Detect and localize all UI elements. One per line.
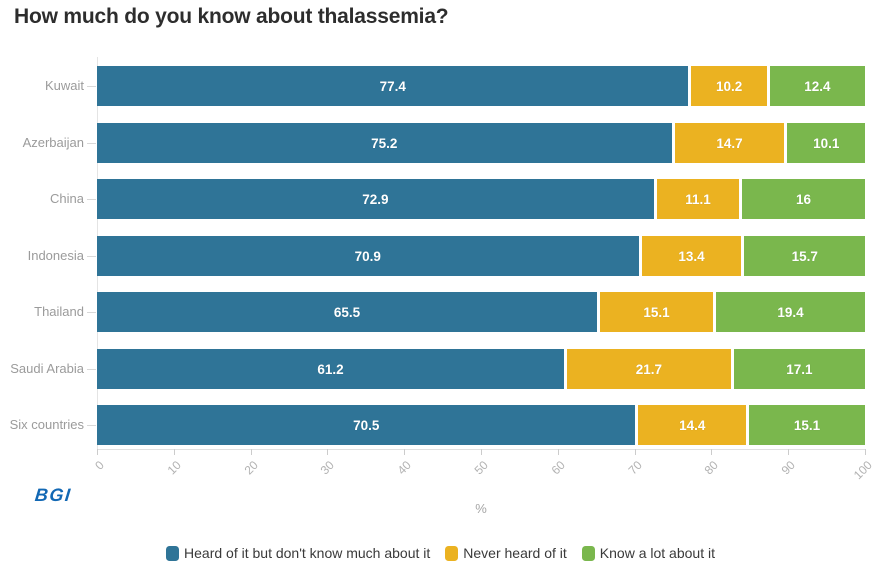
bar-row: 75.2 14.7 10.1 — [97, 123, 865, 163]
bar-segment: 17.1 — [733, 349, 865, 389]
legend-marker — [581, 545, 595, 561]
x-axis-tick — [97, 449, 98, 455]
x-axis-tick — [481, 449, 482, 455]
segment-value-label: 70.5 — [353, 417, 380, 433]
segment-value-label: 14.4 — [679, 417, 706, 433]
bar-segment: 65.5 — [97, 292, 601, 332]
bar-segment: 61.2 — [97, 349, 568, 389]
category-tick — [87, 143, 96, 144]
bar-row: 77.4 10.2 12.4 — [97, 66, 865, 106]
segment-value-label: 70.9 — [354, 248, 381, 264]
bar-segment: 16 — [742, 179, 865, 219]
segment-value-label: 15.1 — [643, 304, 670, 320]
category-tick — [87, 369, 96, 370]
bgi-logo: BGI — [34, 485, 73, 505]
legend-item: Heard of it but don't know much about it — [166, 545, 430, 561]
segment-value-label: 21.7 — [635, 361, 662, 377]
category-label: China — [50, 191, 84, 206]
legend-label: Heard of it but don't know much about it — [184, 545, 431, 561]
bar-row: 72.9 11.1 16 — [97, 179, 865, 219]
category-tick — [87, 425, 96, 426]
segment-value-label: 11.1 — [685, 191, 711, 207]
segment-value-label: 13.4 — [678, 248, 705, 264]
x-axis-tick — [404, 449, 406, 455]
bar-segment: 14.4 — [638, 405, 750, 445]
bar-segment: 12.4 — [769, 66, 865, 106]
category-label: Saudi Arabia — [10, 361, 84, 376]
x-axis-tick — [711, 449, 713, 455]
segment-value-label: 17.1 — [786, 361, 813, 377]
segment-value-label: 19.4 — [777, 304, 804, 320]
bar-row: 61.2 21.7 17.1 — [97, 349, 865, 389]
category-tick — [87, 312, 96, 313]
category-tick — [87, 86, 96, 87]
legend-marker — [445, 545, 459, 561]
legend-item: Know a lot about it — [581, 545, 715, 561]
segment-value-label: 12.4 — [804, 78, 831, 94]
segment-value-label: 15.7 — [791, 248, 818, 264]
bar-row: 70.9 13.4 15.7 — [97, 236, 865, 276]
bar-row: 65.5 15.1 19.4 — [97, 292, 865, 332]
segment-value-label: 72.9 — [362, 191, 389, 207]
bar-segment: 70.9 — [97, 236, 642, 276]
legend: Heard of it but don't know much about it… — [0, 545, 881, 561]
bar-segment: 21.7 — [567, 349, 734, 389]
category-label: Six countries — [9, 417, 84, 432]
category-tick — [87, 199, 96, 200]
x-axis-unit-label: % — [475, 501, 487, 516]
bar-segment: 19.4 — [716, 292, 865, 332]
category-label: Indonesia — [27, 248, 84, 263]
x-axis-tick — [173, 449, 175, 455]
bar-segment: 15.1 — [749, 405, 865, 445]
category-tick — [87, 256, 96, 257]
segment-value-label: 77.4 — [379, 78, 406, 94]
category-label: Thailand — [34, 304, 84, 319]
bar-segment: 15.7 — [744, 236, 865, 276]
bar-segment: 11.1 — [656, 179, 743, 219]
segment-value-label: 10.1 — [813, 135, 840, 151]
legend-item: Never heard of it — [445, 545, 567, 561]
legend-label: Know a lot about it — [599, 545, 715, 561]
x-axis-tick — [788, 449, 790, 455]
legend-marker — [166, 545, 180, 561]
bar-segment: 72.9 — [97, 179, 657, 219]
segment-value-label: 16 — [796, 191, 812, 207]
legend-label: Never heard of it — [463, 545, 567, 561]
x-axis-tick — [250, 449, 252, 455]
x-axis-tick — [634, 449, 636, 455]
bar-segment: 70.5 — [97, 405, 639, 445]
x-axis-tick — [327, 449, 329, 455]
bar-segment: 10.2 — [691, 66, 770, 106]
segment-value-label: 65.5 — [333, 304, 361, 320]
chart-title: How much do you know about thalassemia? — [14, 5, 449, 28]
bar-segment: 75.2 — [97, 123, 675, 163]
bar-row: 70.5 14.4 15.1 — [97, 405, 865, 445]
bar-segment: 10.1 — [787, 123, 865, 163]
bar-segment: 13.4 — [641, 236, 745, 276]
segment-value-label: 10.2 — [715, 78, 743, 94]
segment-value-label: 61.2 — [317, 361, 344, 377]
bar-segment: 77.4 — [97, 66, 692, 106]
x-axis-tick — [865, 449, 866, 455]
bar-segment: 14.7 — [674, 123, 788, 163]
segment-value-label: 15.1 — [793, 417, 821, 433]
segment-value-label: 14.7 — [716, 135, 743, 151]
category-label: Kuwait — [44, 78, 84, 93]
bar-segment: 15.1 — [600, 292, 716, 332]
category-label: Azerbaijan — [22, 135, 84, 150]
x-axis-tick — [557, 449, 559, 455]
segment-value-label: 75.2 — [371, 135, 398, 151]
